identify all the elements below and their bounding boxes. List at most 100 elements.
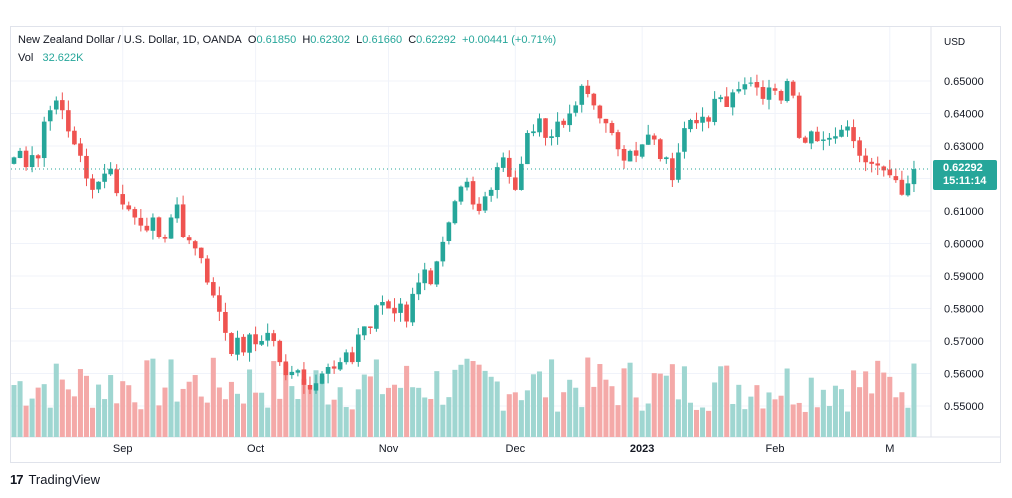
volume-bar [47, 407, 53, 437]
candle-body [519, 163, 524, 190]
volume-bar [126, 385, 132, 437]
volume-bar [216, 387, 222, 437]
candle-body [404, 304, 409, 322]
candle-body [573, 105, 579, 113]
price-axis-label: 0.55000 [944, 401, 984, 413]
candle-body [452, 201, 458, 224]
candle-body [591, 93, 597, 106]
candle-body [815, 131, 820, 142]
volume-bar [555, 411, 561, 437]
volume-bar [687, 402, 693, 437]
volume-bar [192, 375, 198, 437]
candle-body [47, 110, 53, 122]
candle-body [349, 352, 355, 363]
volume-bar [35, 387, 41, 437]
volume-bar [494, 381, 500, 437]
footer-branding[interactable]: 17 TradingView [10, 472, 100, 487]
volume-bar [108, 375, 114, 437]
price-axis-label: 0.58000 [944, 304, 984, 316]
volume-bar [573, 387, 579, 437]
volume-bar [597, 364, 603, 437]
price-axis-label: 0.59000 [944, 271, 984, 283]
candle-body [712, 98, 717, 123]
volume-bar [96, 384, 102, 437]
volume-bar [283, 363, 289, 437]
volume-bar [301, 378, 307, 437]
candle-body [259, 341, 264, 345]
volume-bar [585, 357, 591, 437]
legend-high: 0.62302 [310, 34, 351, 46]
candle-body [778, 90, 784, 101]
volume-bar [289, 386, 295, 437]
legend-low-key: L [356, 34, 363, 46]
volume-bar [313, 370, 319, 437]
legend-high-key: H [302, 34, 311, 46]
candle-body [621, 148, 627, 161]
volume-bar [83, 375, 89, 437]
volume-bar [11, 385, 17, 437]
volume-bar [349, 409, 355, 437]
candle-body [126, 205, 132, 210]
volume-bar [543, 397, 549, 437]
candle-body [440, 241, 446, 262]
candle-body [911, 169, 917, 185]
candle-body [827, 137, 832, 140]
volume-bar [893, 397, 899, 437]
volume-bar [633, 397, 639, 437]
candle-body [325, 367, 331, 374]
volume-bar [669, 364, 675, 437]
candle-body [343, 352, 349, 363]
candle-body [603, 118, 609, 124]
candle-body [887, 169, 893, 176]
volume-bar [500, 410, 506, 437]
volume-bar [579, 407, 585, 437]
candlestick-chart[interactable]: USD0.650000.640000.630000.620000.610000.… [11, 27, 1000, 462]
volume-bar [712, 382, 718, 437]
time-axis-label: 2023 [630, 443, 654, 455]
candle-body [114, 169, 119, 194]
brand-name: TradingView [28, 472, 101, 487]
volume-bar [132, 402, 138, 437]
candle-body [881, 166, 887, 171]
candle-body [90, 178, 95, 190]
candle-body [380, 302, 385, 306]
candle-body [422, 269, 428, 284]
candle-body [398, 303, 403, 313]
candle-body [700, 116, 705, 123]
volume-bar [23, 405, 29, 437]
candle-body [313, 383, 319, 391]
volume-bar [241, 403, 247, 437]
candle-body [567, 113, 572, 126]
candle-body [84, 155, 89, 179]
candle-body [144, 225, 150, 231]
candle-body [561, 120, 566, 125]
candle-body [609, 123, 615, 133]
candle-body [295, 370, 301, 373]
candle-body [688, 120, 693, 130]
candle-body [53, 100, 59, 110]
legend-title: New Zealand Dollar / U.S. Dollar, 1D, OA… [18, 34, 242, 46]
candle-body [615, 132, 621, 150]
candle-body [277, 340, 283, 363]
volume-bar [657, 373, 663, 437]
volume-bar [277, 398, 283, 437]
candle-body [730, 92, 736, 108]
candle-body [23, 150, 29, 168]
candle-body [410, 293, 415, 323]
volume-bar [639, 410, 645, 437]
candle-body [651, 135, 657, 140]
volume-bar [911, 363, 917, 437]
volume-bar [416, 387, 422, 437]
volume-bar [265, 407, 271, 437]
volume-bar [228, 381, 234, 437]
candle-body [162, 237, 168, 239]
volume-bar [162, 387, 168, 437]
candle-body [96, 181, 101, 190]
candle-body [41, 121, 47, 159]
volume-bar [506, 394, 512, 437]
volume-bar [204, 402, 210, 437]
volume-bar [247, 369, 253, 437]
volume-bar [881, 372, 887, 437]
candle-body [875, 163, 881, 166]
candle-body [796, 95, 802, 138]
